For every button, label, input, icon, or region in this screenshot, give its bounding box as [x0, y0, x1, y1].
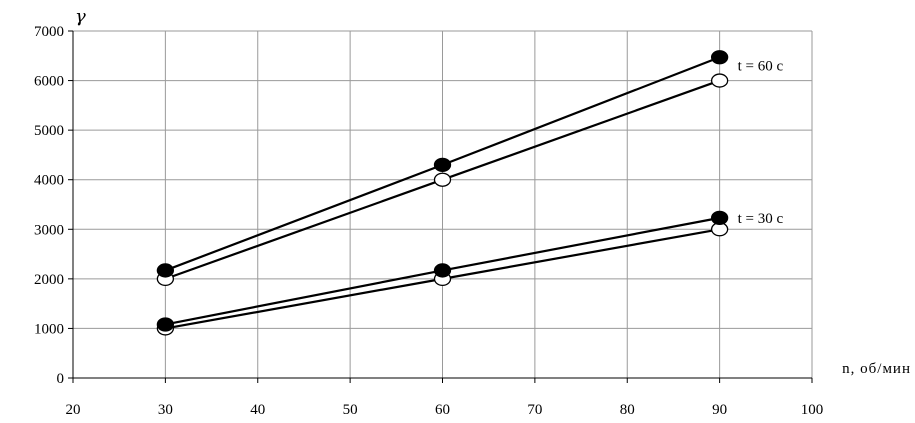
filled-point-series-3 — [433, 263, 452, 278]
y-axis-label: γ — [75, 6, 86, 27]
filled-point-series-3 — [156, 317, 175, 332]
x-tick-label: 60 — [435, 402, 450, 418]
filled-point-series-1 — [433, 157, 452, 172]
x-tick-label: 50 — [343, 402, 358, 418]
x-axis-label: n, об/мин — [842, 361, 911, 377]
y-tick-label: 3000 — [34, 222, 64, 238]
grid — [73, 30, 813, 378]
filled-point-series-1 — [156, 263, 175, 278]
x-tick-label: 40 — [250, 402, 265, 418]
x-tick-label: 100 — [801, 402, 824, 418]
axes — [68, 30, 813, 383]
filled-point-series-1 — [710, 50, 729, 65]
y-tick-label: 4000 — [34, 173, 64, 189]
labels: 0 1000 2000 3000 4000 5000 6000 7000 20 30 40 50 60 7… — [34, 6, 911, 418]
y-tick-label: 1000 — [34, 321, 64, 337]
y-tick-label: 7000 — [34, 24, 64, 40]
x-tick-label: 80 — [620, 402, 635, 418]
markers — [156, 50, 729, 336]
x-tick-label: 70 — [527, 402, 542, 418]
series-annotation: t = 60 c — [738, 59, 784, 75]
open-point-series-2 — [710, 73, 729, 88]
series-annotation: t = 30 c — [738, 211, 784, 227]
x-tick-label: 90 — [712, 402, 727, 418]
y-tick-label: 6000 — [34, 74, 64, 90]
open-point-series-2 — [433, 172, 452, 187]
y-tick-label: 0 — [57, 371, 65, 387]
y-tick-label: 2000 — [34, 272, 64, 288]
filled-point-series-3 — [710, 210, 729, 226]
x-tick-label: 20 — [66, 402, 81, 418]
x-tick-label: 30 — [158, 402, 173, 418]
y-tick-label: 5000 — [34, 123, 64, 139]
